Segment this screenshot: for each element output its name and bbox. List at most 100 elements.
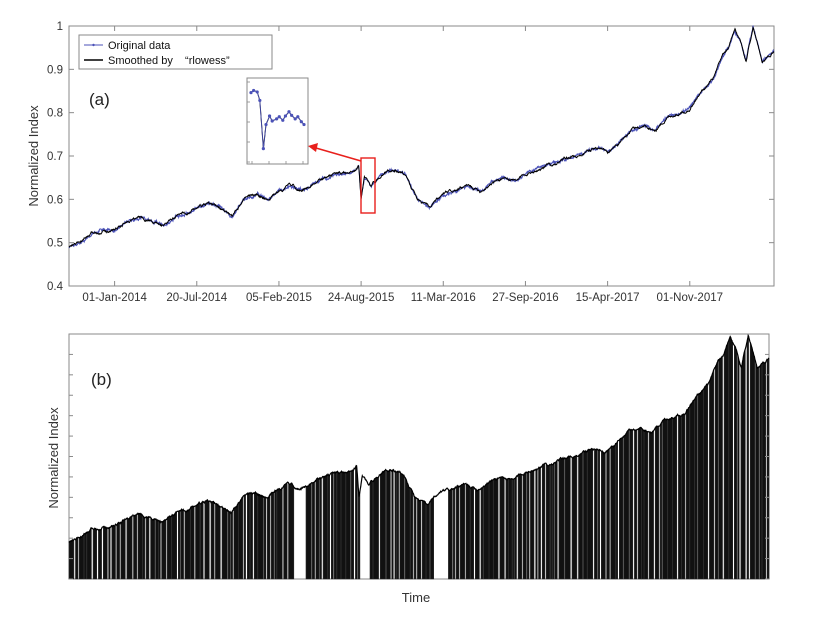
- area-band: [396, 470, 399, 580]
- area-band: [184, 507, 191, 580]
- area-band: [740, 348, 746, 580]
- inset-point: [283, 114, 288, 118]
- area-band: [379, 468, 386, 580]
- series-smoothed-line: [68, 26, 775, 248]
- area-band: [305, 482, 312, 580]
- y-tick-label-a: 0.9: [47, 64, 63, 76]
- area-band: [233, 502, 239, 580]
- area-band: [526, 471, 530, 580]
- area-band: [195, 501, 201, 580]
- area-band: [703, 383, 709, 580]
- panel-label-a: (a): [89, 90, 110, 109]
- area-band: [571, 455, 578, 580]
- area-band: [583, 450, 588, 580]
- area-band: [728, 335, 733, 580]
- area-band: [68, 538, 75, 580]
- area-band: [386, 468, 391, 580]
- y-axis-a: 0.4 0.5 0.6 0.7 0.8 0.9 1: [47, 21, 774, 293]
- area-band: [493, 477, 499, 580]
- x-axis-a: 01-Jan-2014 20-Jul-2014 05-Feb-2015 24-Aug-…: [82, 26, 723, 304]
- area-band: [103, 526, 108, 580]
- inset-point: [261, 147, 265, 151]
- area-band: [171, 510, 177, 580]
- area-band: [755, 361, 760, 580]
- x-tick-label-a: 05-Feb-2015: [246, 292, 312, 304]
- inset-point: [293, 117, 297, 121]
- zoom-arrow: [315, 147, 362, 162]
- area-band: [283, 481, 288, 580]
- area-band: [92, 527, 97, 580]
- area-band: [315, 477, 320, 580]
- area-band: [659, 421, 662, 580]
- area-band: [108, 527, 111, 580]
- area-band: [530, 469, 535, 580]
- area-band: [749, 342, 755, 580]
- legend-label-smoothed: Smoothed by “rlowess”: [108, 55, 230, 67]
- area-band: [597, 449, 600, 580]
- y-tick-label-a: 0.4: [47, 281, 64, 293]
- area-band: [126, 515, 133, 580]
- area-band: [227, 510, 231, 580]
- area-band: [615, 440, 618, 580]
- area-band: [238, 496, 244, 580]
- area-band: [619, 435, 624, 580]
- area-band: [142, 514, 146, 580]
- area-band: [564, 455, 571, 580]
- legend-label-original: Original data: [108, 40, 171, 52]
- area-band: [204, 499, 210, 580]
- area-band: [541, 462, 546, 580]
- area-band: [681, 413, 686, 580]
- area-band: [155, 518, 159, 580]
- x-tick-label-a: 11-Mar-2016: [411, 292, 476, 304]
- area-band: [480, 486, 484, 580]
- x-tick-label-a: 01-Nov-2017: [657, 292, 723, 304]
- area-band: [554, 459, 558, 580]
- area-band: [678, 415, 682, 580]
- area-band: [221, 506, 228, 580]
- area-band: [470, 486, 474, 580]
- area-band: [167, 515, 172, 580]
- area-band: [333, 471, 337, 580]
- y-tick-label-a: 0.5: [47, 238, 63, 250]
- area-band: [230, 509, 233, 580]
- area-band: [714, 360, 719, 580]
- area-band: [535, 468, 538, 580]
- y-axis-label-a: Normalized Index: [26, 105, 41, 207]
- area-band: [410, 487, 414, 580]
- area-band: [766, 357, 770, 580]
- inset-point: [270, 119, 274, 123]
- area-band: [78, 534, 84, 580]
- area-band: [546, 462, 551, 580]
- area-band: [137, 512, 143, 580]
- area-band: [426, 501, 430, 580]
- legend-box: [78, 34, 273, 70]
- area-band: [311, 480, 315, 580]
- area-band: [271, 491, 275, 580]
- area-outline-b: [68, 333, 770, 544]
- area-band: [550, 463, 553, 580]
- area-band: [399, 471, 405, 580]
- area-band: [210, 501, 215, 580]
- area-band: [759, 362, 762, 580]
- chart-panel-b: Normalized Index Time (b): [46, 333, 770, 605]
- area-band: [761, 361, 766, 580]
- area-band: [322, 474, 328, 580]
- area-band: [83, 532, 87, 580]
- inset-point: [281, 118, 285, 122]
- area-band: [587, 448, 594, 580]
- area-band: [391, 468, 394, 580]
- area-band: [178, 510, 181, 580]
- inset-point: [302, 122, 306, 127]
- area-band: [253, 491, 258, 580]
- area-band: [319, 477, 322, 580]
- inset-point: [275, 117, 279, 121]
- area-band: [648, 429, 654, 580]
- area-band: [75, 536, 79, 580]
- inset-point: [252, 88, 256, 93]
- area-band: [594, 448, 598, 580]
- area-band: [643, 429, 649, 580]
- area-band: [86, 527, 92, 580]
- area-band: [629, 429, 634, 580]
- area-band: [694, 394, 698, 580]
